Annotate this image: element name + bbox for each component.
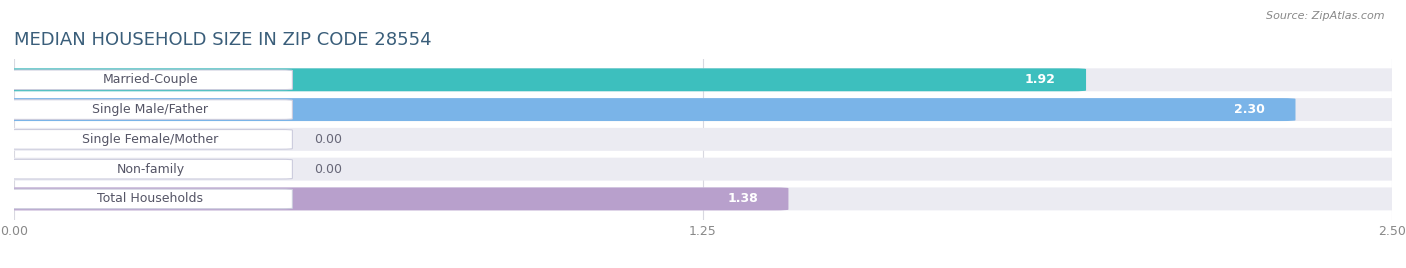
Text: 2.30: 2.30 xyxy=(1234,103,1265,116)
Text: Single Male/Father: Single Male/Father xyxy=(93,103,208,116)
FancyBboxPatch shape xyxy=(0,68,1406,91)
Text: Non-family: Non-family xyxy=(117,163,184,176)
FancyBboxPatch shape xyxy=(0,158,1406,181)
FancyBboxPatch shape xyxy=(0,98,1406,121)
FancyBboxPatch shape xyxy=(8,100,292,120)
FancyBboxPatch shape xyxy=(8,189,292,209)
Text: Total Households: Total Households xyxy=(97,192,204,205)
Text: Single Female/Mother: Single Female/Mother xyxy=(83,133,218,146)
FancyBboxPatch shape xyxy=(8,159,292,179)
Text: Source: ZipAtlas.com: Source: ZipAtlas.com xyxy=(1267,11,1385,21)
FancyBboxPatch shape xyxy=(8,70,292,90)
Text: 0.00: 0.00 xyxy=(315,163,343,176)
Text: Married-Couple: Married-Couple xyxy=(103,73,198,86)
FancyBboxPatch shape xyxy=(0,187,1406,210)
FancyBboxPatch shape xyxy=(0,187,789,210)
FancyBboxPatch shape xyxy=(0,128,1406,151)
Text: 1.92: 1.92 xyxy=(1025,73,1056,86)
FancyBboxPatch shape xyxy=(0,68,1085,91)
Text: 0.00: 0.00 xyxy=(315,133,343,146)
FancyBboxPatch shape xyxy=(8,129,292,149)
Text: MEDIAN HOUSEHOLD SIZE IN ZIP CODE 28554: MEDIAN HOUSEHOLD SIZE IN ZIP CODE 28554 xyxy=(14,31,432,49)
Text: 1.38: 1.38 xyxy=(727,192,758,205)
FancyBboxPatch shape xyxy=(0,98,1295,121)
